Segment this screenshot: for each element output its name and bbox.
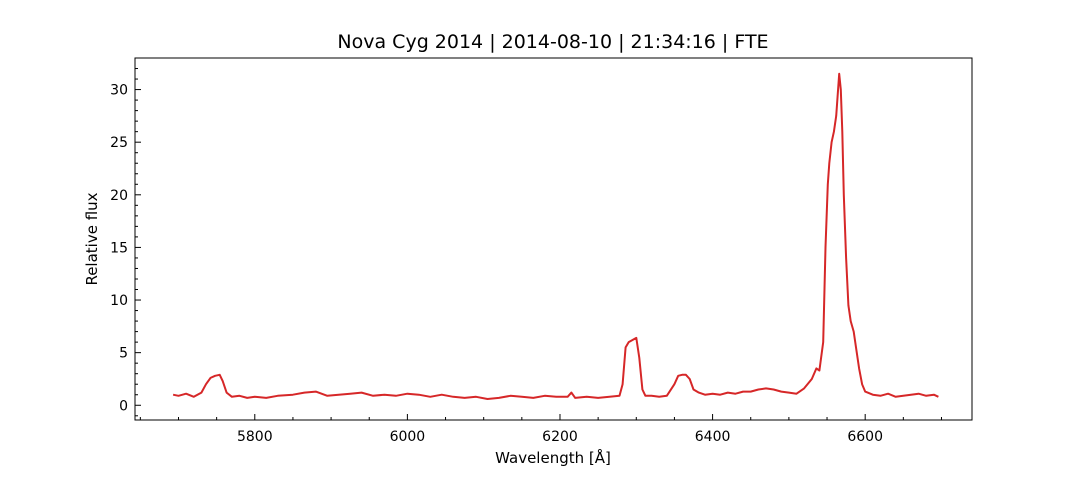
y-tick-label: 15 — [110, 240, 128, 256]
x-tick-label: 6400 — [695, 429, 731, 445]
axes-frame — [134, 57, 973, 421]
y-tick-label: 5 — [119, 346, 128, 362]
x-tick-label: 5800 — [237, 429, 273, 445]
y-axis-label: Relative flux — [83, 192, 101, 285]
y-axis-ticks: 0 5 10 15 20 25 30 — [110, 57, 141, 417]
x-axis-label: Wavelength [Å] — [495, 448, 611, 467]
chart-title: Nova Cyg 2014 | 2014-08-10 | 21:34:16 | … — [337, 31, 768, 53]
y-tick-label: 10 — [110, 293, 128, 309]
x-tick-label: 6600 — [847, 429, 883, 445]
y-tick-label: 30 — [110, 83, 128, 99]
x-tick-label: 6200 — [542, 429, 578, 445]
y-tick-label: 20 — [110, 188, 128, 204]
x-tick-label: 6000 — [390, 429, 426, 445]
spectrum-series-line — [172, 72, 939, 400]
plot-area — [172, 72, 939, 400]
x-axis-ticks: 5800 6000 6200 6400 6600 — [139, 414, 942, 445]
y-tick-label: 0 — [119, 398, 128, 414]
y-tick-label: 25 — [110, 135, 128, 151]
